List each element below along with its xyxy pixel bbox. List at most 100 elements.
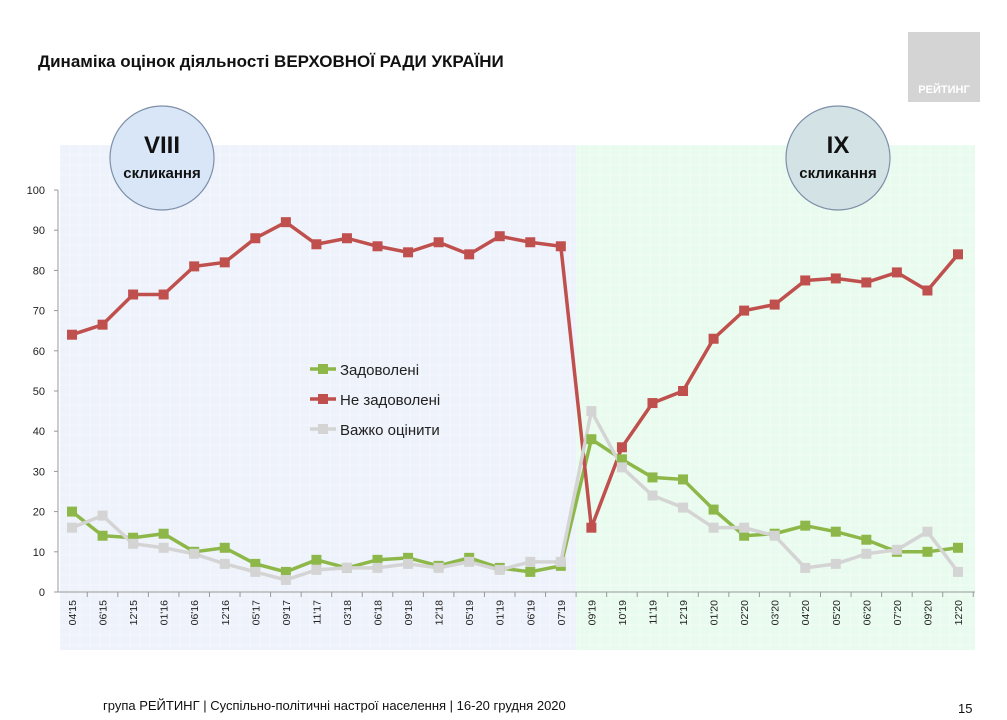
data-point <box>891 544 902 555</box>
data-point <box>158 528 169 539</box>
data-point <box>953 566 963 577</box>
y-tick-label: 30 <box>33 466 45 478</box>
data-point <box>586 406 597 417</box>
x-tick-label: 11'17 <box>311 600 323 625</box>
data-point <box>403 552 414 563</box>
period-sublabel: скликання <box>799 165 877 182</box>
page-title: Динаміка оцінок діяльності ВЕРХОВНОЇ РАД… <box>38 52 504 71</box>
x-tick-label: 06'15 <box>98 600 110 626</box>
data-point <box>128 289 139 300</box>
data-point <box>800 562 811 573</box>
data-point <box>616 454 627 465</box>
data-point <box>433 562 444 573</box>
x-tick-label: 01'16 <box>159 600 171 626</box>
data-point <box>189 261 200 272</box>
data-point <box>341 233 352 244</box>
data-point <box>97 510 108 521</box>
data-point <box>128 532 139 543</box>
y-tick-label: 90 <box>33 225 45 237</box>
x-tick-label: 06'18 <box>373 600 385 626</box>
period-ix-background <box>576 145 975 650</box>
y-tick-label: 10 <box>33 547 45 559</box>
data-point <box>647 398 658 409</box>
data-point <box>678 502 689 513</box>
data-point <box>189 548 200 559</box>
period-circle <box>785 105 891 211</box>
data-point <box>311 239 322 250</box>
data-point <box>830 526 841 537</box>
x-tick-label: 06'20 <box>861 600 873 626</box>
data-point <box>708 504 719 515</box>
data-point <box>97 530 108 541</box>
period-sublabel: скликання <box>123 165 201 182</box>
x-tick-label: 04'15 <box>67 600 79 626</box>
x-tick-label: 04'20 <box>800 600 812 626</box>
y-tick-label: 50 <box>33 386 45 398</box>
x-tick-label: 05'19 <box>464 600 476 626</box>
y-tick-label: 60 <box>33 346 45 358</box>
series-line-2 <box>71 406 960 582</box>
data-point <box>494 231 505 242</box>
x-tick-label: 06'19 <box>525 600 537 626</box>
data-point <box>708 522 719 533</box>
data-point <box>525 556 536 567</box>
data-point <box>708 333 719 344</box>
y-tick-label: 20 <box>33 507 45 519</box>
data-point <box>739 530 750 541</box>
data-point <box>158 289 169 300</box>
x-tick-label: 03'18 <box>342 600 354 626</box>
period-circle <box>109 105 215 211</box>
page-number: 15 <box>958 701 973 716</box>
data-point <box>922 546 933 557</box>
period-label: IX <box>827 132 850 159</box>
x-tick-label: 09'20 <box>922 600 934 626</box>
legend-label: Не задоволені <box>340 392 440 409</box>
data-point <box>830 273 841 284</box>
data-point <box>647 472 658 483</box>
data-point <box>67 329 77 340</box>
data-point <box>555 241 566 252</box>
data-point <box>372 562 383 573</box>
data-point <box>464 249 475 260</box>
x-tick-label: 12'15 <box>128 600 140 626</box>
x-tick-label: 02'20 <box>739 600 751 626</box>
data-point <box>433 237 444 248</box>
x-tick-label: 09'17 <box>281 600 293 626</box>
data-point <box>647 490 658 501</box>
x-tick-label: 09'18 <box>403 600 415 626</box>
x-tick-label: 09'19 <box>586 600 598 626</box>
data-point <box>250 233 261 244</box>
data-point <box>953 542 963 553</box>
data-point <box>769 530 780 541</box>
data-point <box>372 241 383 252</box>
y-tick-label: 0 <box>39 587 45 599</box>
footer: група РЕЙТИНГ | Суспільно-політичні наст… <box>103 698 566 713</box>
x-tick-label: 05'20 <box>831 600 843 626</box>
data-point <box>678 386 689 396</box>
data-point <box>280 217 291 228</box>
x-tick-label: 12'20 <box>953 600 965 626</box>
data-point <box>280 566 291 577</box>
data-point <box>739 305 750 316</box>
data-point <box>616 462 627 473</box>
data-point <box>769 299 780 310</box>
series-line-0 <box>70 436 959 574</box>
logo: РЕЙТИНГ <box>908 32 980 102</box>
data-point <box>219 257 230 268</box>
legend-marker <box>318 364 328 374</box>
data-point <box>525 566 536 577</box>
data-point <box>861 277 872 288</box>
legend-label: Важко оцінити <box>340 422 440 439</box>
x-tick-label: 06'16 <box>189 600 201 626</box>
data-point <box>341 562 352 573</box>
data-point <box>830 558 841 569</box>
data-point <box>494 564 505 575</box>
x-tick-label: 05'17 <box>250 600 262 626</box>
data-point <box>403 247 414 258</box>
data-point <box>250 558 261 569</box>
legend-marker <box>318 394 328 404</box>
data-point <box>67 522 77 533</box>
data-point <box>891 267 902 278</box>
data-point <box>372 554 383 565</box>
